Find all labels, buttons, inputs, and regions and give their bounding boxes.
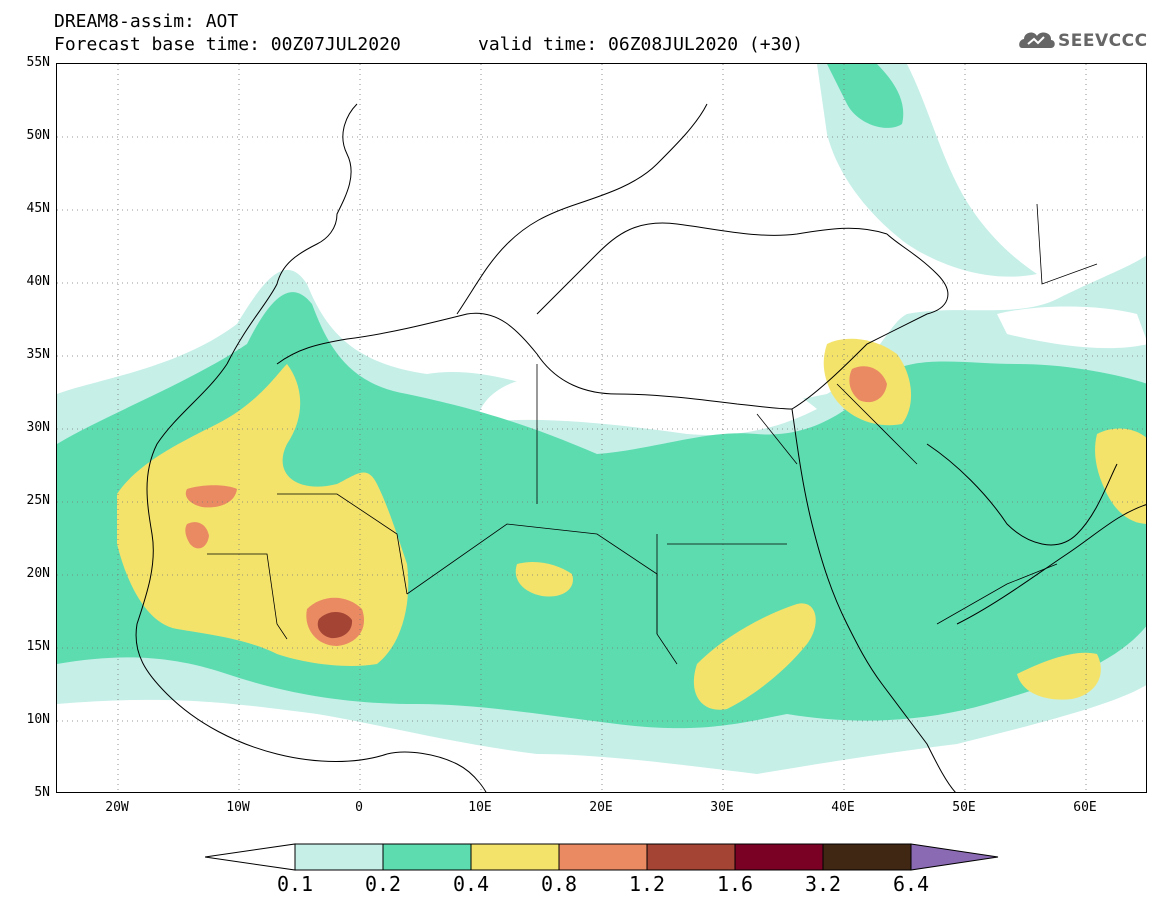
colorbar-lower-extension (205, 843, 296, 871)
lat-label-20n: 20N (26, 566, 50, 581)
lat-label-5n: 5N (34, 785, 50, 800)
lon-label-40e: 40E (831, 800, 855, 815)
aot-colorbar (205, 843, 999, 871)
lon-label-30e: 30E (710, 800, 734, 815)
forecast-base-time: Forecast base time: 00Z07JUL2020 (54, 34, 401, 55)
lat-label-25n: 25N (26, 493, 50, 508)
gridlines (57, 64, 1146, 792)
lon-label-10w: 10W (226, 800, 250, 815)
colorbar-band-0.8 (558, 843, 648, 871)
lat-label-40n: 40N (26, 274, 50, 289)
map-title: DREAM8-assim: AOT (54, 11, 239, 32)
lat-label-50n: 50N (26, 128, 50, 143)
colorbar-band-0.1 (294, 843, 384, 871)
lat-label-15n: 15N (26, 639, 50, 654)
colorbar-band-1.2 (646, 843, 736, 871)
colorbar-label-1.2: 1.2 (628, 872, 666, 896)
lat-label-30n: 30N (26, 420, 50, 435)
lon-label-20e: 20E (589, 800, 613, 815)
colorbar-band-0.4 (470, 843, 560, 871)
colorbar-band-1.6 (734, 843, 824, 871)
lon-label-50e: 50E (952, 800, 976, 815)
aot-band-1.2 (317, 611, 353, 639)
colorbar-band-3.2 (822, 843, 912, 871)
colorbar-upper-extension (910, 843, 999, 871)
colorbar-label-6.4: 6.4 (892, 872, 930, 896)
country-borders (207, 203, 1098, 665)
colorbar-label-3.2: 3.2 (804, 872, 842, 896)
aot-band-0.4 (117, 338, 1146, 710)
lat-label-45n: 45N (26, 201, 50, 216)
lat-label-10n: 10N (26, 712, 50, 727)
colorbar-label-0.2: 0.2 (364, 872, 402, 896)
cloud-logo-icon (1019, 32, 1055, 48)
logo-text: SEEVCCC (1058, 31, 1148, 51)
colorbar-label-0.1: 0.1 (276, 872, 314, 896)
lon-label-20w: 20W (105, 800, 129, 815)
lon-label-60e: 60E (1073, 800, 1097, 815)
aot-field-map (57, 64, 1146, 792)
colorbar-label-0.4: 0.4 (452, 872, 490, 896)
colorbar-band-0.2 (382, 843, 472, 871)
valid-time: valid time: 06Z08JUL2020 (+30) (478, 34, 804, 55)
lat-label-35n: 35N (26, 347, 50, 362)
coastlines (135, 103, 1146, 792)
clean-air-region (477, 306, 1146, 581)
lon-label-0: 0 (355, 800, 363, 815)
map-area (56, 63, 1147, 793)
lat-label-55n: 55N (26, 55, 50, 70)
lon-label-10e: 10E (468, 800, 492, 815)
colorbar-label-0.8: 0.8 (540, 872, 578, 896)
colorbar-label-1.6: 1.6 (716, 872, 754, 896)
